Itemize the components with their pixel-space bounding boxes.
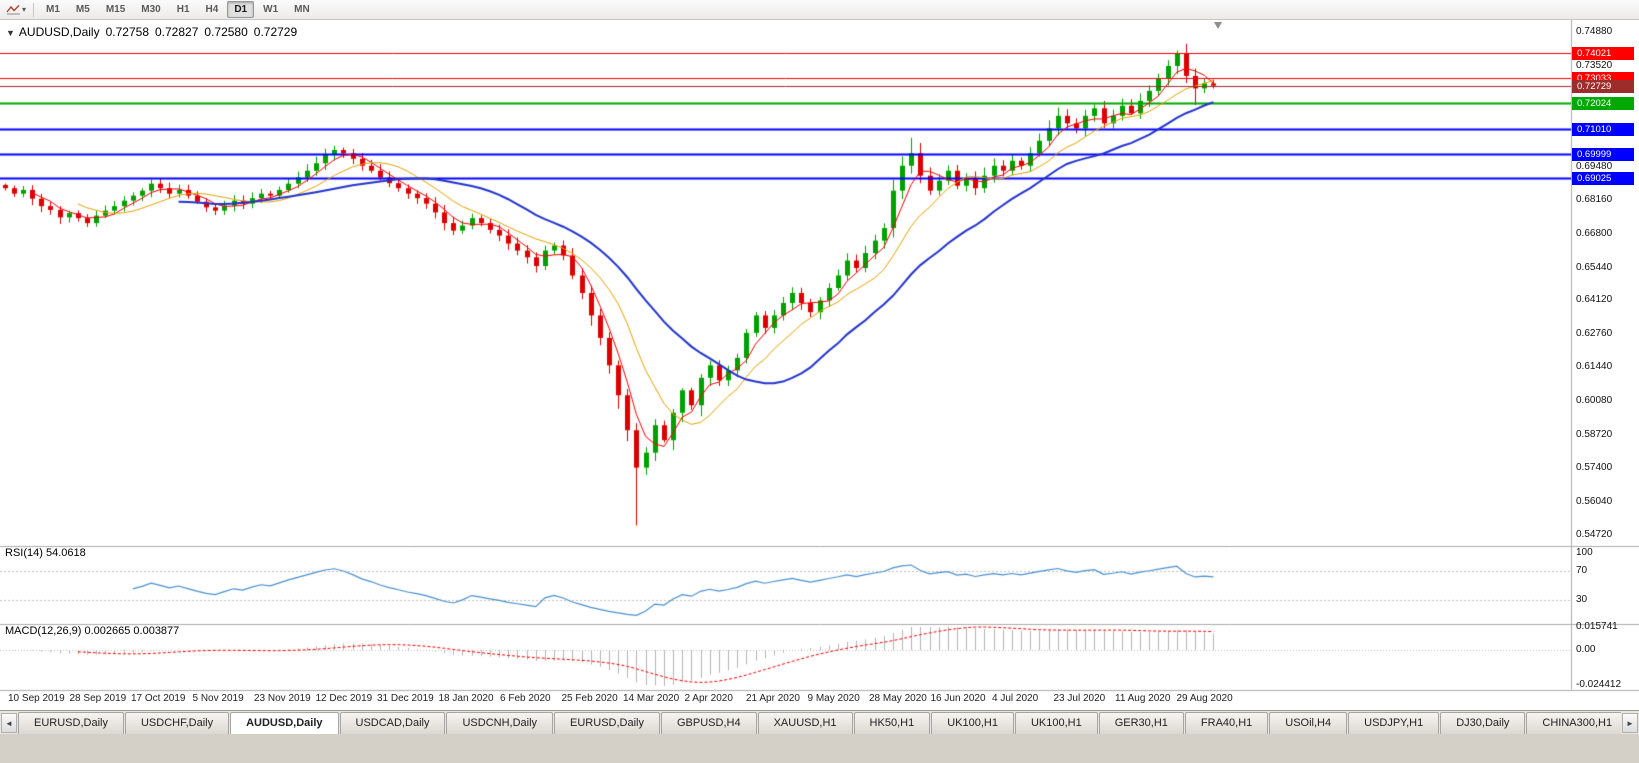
timeframe-button-w1[interactable]: W1 (263, 4, 279, 15)
tab-hk50-h1[interactable]: HK50,H1 (853, 712, 931, 734)
rsi-axis-label: 100 (1576, 546, 1593, 558)
time-axis-label: 4 Jul 2020 (992, 693, 1039, 704)
macd-axis-min-label: -0.024412 (1576, 679, 1622, 690)
timeframe-button-h1[interactable]: H1 (176, 4, 190, 15)
time-axis-label: 9 May 2020 (807, 693, 860, 704)
timeframe-button-group: M1 M5 M15 M30 H1 H4 D1 W1 MN (38, 1, 318, 18)
tab-audusd-daily[interactable]: AUDUSD,Daily (230, 712, 339, 734)
time-axis-label: 5 Nov 2019 (192, 693, 244, 704)
time-axis-label: 23 Nov 2019 (254, 693, 311, 704)
timeframe-button-mn[interactable]: MN (294, 4, 310, 15)
price-axis-label: 0.64120 (1576, 294, 1613, 306)
timeframe-button-h4[interactable]: H4 (205, 4, 219, 15)
price-axis-label: 0.62760 (1576, 328, 1613, 340)
tab-usdcad-daily[interactable]: USDCAD,Daily (339, 712, 446, 734)
collapse-toggle-icon[interactable]: ▼ (6, 28, 15, 38)
current-price-label: 0.72729 (1572, 79, 1634, 93)
tab-usdcnh-daily[interactable]: USDCNH,Daily (446, 712, 554, 734)
time-axis-label: 18 Jan 2020 (438, 693, 494, 704)
tab-scroll-left-button[interactable]: ◄ (1, 713, 17, 733)
chart-menu-button[interactable]: ▾ (3, 2, 29, 18)
ohlc-close-value: 0.72729 (253, 25, 298, 39)
price-axis-label: 0.73520 (1576, 59, 1613, 71)
price-axis-label: 0.57400 (1576, 462, 1613, 474)
timeframe-button-m5[interactable]: M5 (75, 4, 90, 15)
tab-dj30-daily[interactable]: DJ30,Daily (1440, 712, 1526, 734)
time-axis-label: 28 Sep 2019 (69, 693, 127, 704)
tab-china300-h1[interactable]: CHINA300,H1 (1526, 712, 1621, 734)
time-axis-label: 14 Mar 2020 (623, 693, 680, 704)
price-axis-label: 0.54720 (1576, 529, 1613, 540)
tab-usoil-h4[interactable]: USOil,H4 (1269, 712, 1348, 734)
time-axis-label: 12 Dec 2019 (315, 693, 373, 704)
chart-tab-bar: ◄ EURUSD,Daily USDCHF,Daily AUDUSD,Daily US… (0, 710, 1639, 734)
timeframe-button-m1[interactable]: M1 (46, 4, 60, 15)
chart-shift-marker-icon (1214, 22, 1222, 29)
macd-axis-max-label: 0.015741 (1576, 621, 1618, 632)
macd-indicator-label: MACD(12,26,9) 0.002665 0.003877 (5, 625, 180, 637)
price-axis-label: 0.66800 (1576, 227, 1613, 239)
time-axis-label: 6 Feb 2020 (500, 693, 551, 704)
tab-uk100-h1[interactable]: UK100,H1 (1014, 712, 1098, 734)
time-axis-label: 28 May 2020 (869, 693, 927, 704)
chart-ohlc-readout: ▼ AUDUSD,Daily 0.72758 0.72827 0.72580 0.7272… (6, 25, 297, 39)
rsi-axis-label: 70 (1576, 565, 1588, 577)
price-axis-label: 0.69480 (1576, 160, 1613, 172)
time-axis-label: 17 Oct 2019 (131, 693, 186, 704)
tab-eurusd-daily[interactable]: EURUSD,Daily (554, 712, 660, 734)
tab-scroll-right-button[interactable]: ► (1622, 713, 1638, 733)
time-axis-label: 16 Jun 2020 (930, 693, 986, 704)
rsi-indicator-label: RSI(14) 54.0618 (5, 547, 86, 559)
price-level-label: 0.74021 (1572, 47, 1634, 61)
chart-tab-list: EURUSD,Daily USDCHF,Daily AUDUSD,Daily USDC… (18, 712, 1621, 734)
price-axis-label: 0.68160 (1576, 193, 1613, 205)
price-chart-canvas[interactable] (0, 20, 1639, 710)
price-axis-label: 0.56040 (1576, 496, 1613, 508)
time-axis-label: 10 Sep 2019 (8, 693, 65, 704)
time-axis-label: 11 Aug 2020 (1115, 693, 1171, 704)
timeframe-button-m15[interactable]: M15 (105, 4, 126, 15)
price-axis-label: 0.58720 (1576, 429, 1613, 441)
tab-ger30-h1[interactable]: GER30,H1 (1098, 712, 1184, 734)
tab-eurusd-daily[interactable]: EURUSD,Daily (18, 712, 124, 734)
time-axis-label: 29 Aug 2020 (1176, 693, 1233, 704)
toolbar-separator (33, 2, 35, 17)
price-axis-label: 0.60080 (1576, 395, 1613, 407)
time-axis-label: 21 Apr 2020 (746, 693, 800, 704)
time-axis-label: 25 Feb 2020 (561, 693, 618, 704)
price-axis-label: 0.61440 (1576, 361, 1613, 373)
time-axis-label: 2 Apr 2020 (684, 693, 733, 704)
timeframe-button-d1[interactable]: D1 (227, 1, 255, 18)
price-level-label: 0.69025 (1572, 172, 1634, 186)
chart-symbol-label: AUDUSD,Daily (18, 25, 100, 39)
chart-window: ▼ AUDUSD,Daily 0.72758 0.72827 0.72580 0.7272… (0, 20, 1639, 710)
tab-uk100-h1[interactable]: UK100,H1 (931, 712, 1014, 734)
price-level-label: 0.71010 (1572, 122, 1634, 136)
price-axis-label: 0.74880 (1576, 26, 1613, 37)
tab-usdchf-daily[interactable]: USDCHF,Daily (124, 712, 230, 734)
price-level-label: 0.69999 (1572, 147, 1634, 161)
time-axis-label: 23 Jul 2020 (1053, 693, 1106, 704)
ohlc-high-value: 0.72827 (155, 25, 199, 39)
zigzag-chart-icon (6, 5, 20, 15)
ohlc-low-value: 0.72580 (204, 25, 248, 39)
time-axis-label: 31 Dec 2019 (377, 693, 434, 704)
dropdown-caret-icon: ▾ (22, 5, 27, 14)
price-level-label: 0.72024 (1572, 97, 1634, 111)
macd-axis-zero-label: 0.00 (1576, 644, 1596, 656)
tab-fra40-h1[interactable]: FRA40,H1 (1184, 712, 1269, 734)
tab-xauusd-h1[interactable]: XAUUSD,H1 (757, 712, 853, 734)
timeframe-toolbar: ▾ M1 M5 M15 M30 H1 H4 D1 W1 MN (0, 0, 1639, 20)
rsi-axis-label: 30 (1576, 593, 1588, 605)
ohlc-open-value: 0.72758 (105, 25, 149, 39)
window-bottom-strip (0, 734, 1639, 763)
tab-usdjpy-h1[interactable]: USDJPY,H1 (1348, 712, 1440, 734)
price-axis-label: 0.65440 (1576, 261, 1613, 273)
timeframe-button-m30[interactable]: M30 (141, 4, 161, 15)
tab-gbpusd-h4[interactable]: GBPUSD,H4 (661, 712, 757, 734)
